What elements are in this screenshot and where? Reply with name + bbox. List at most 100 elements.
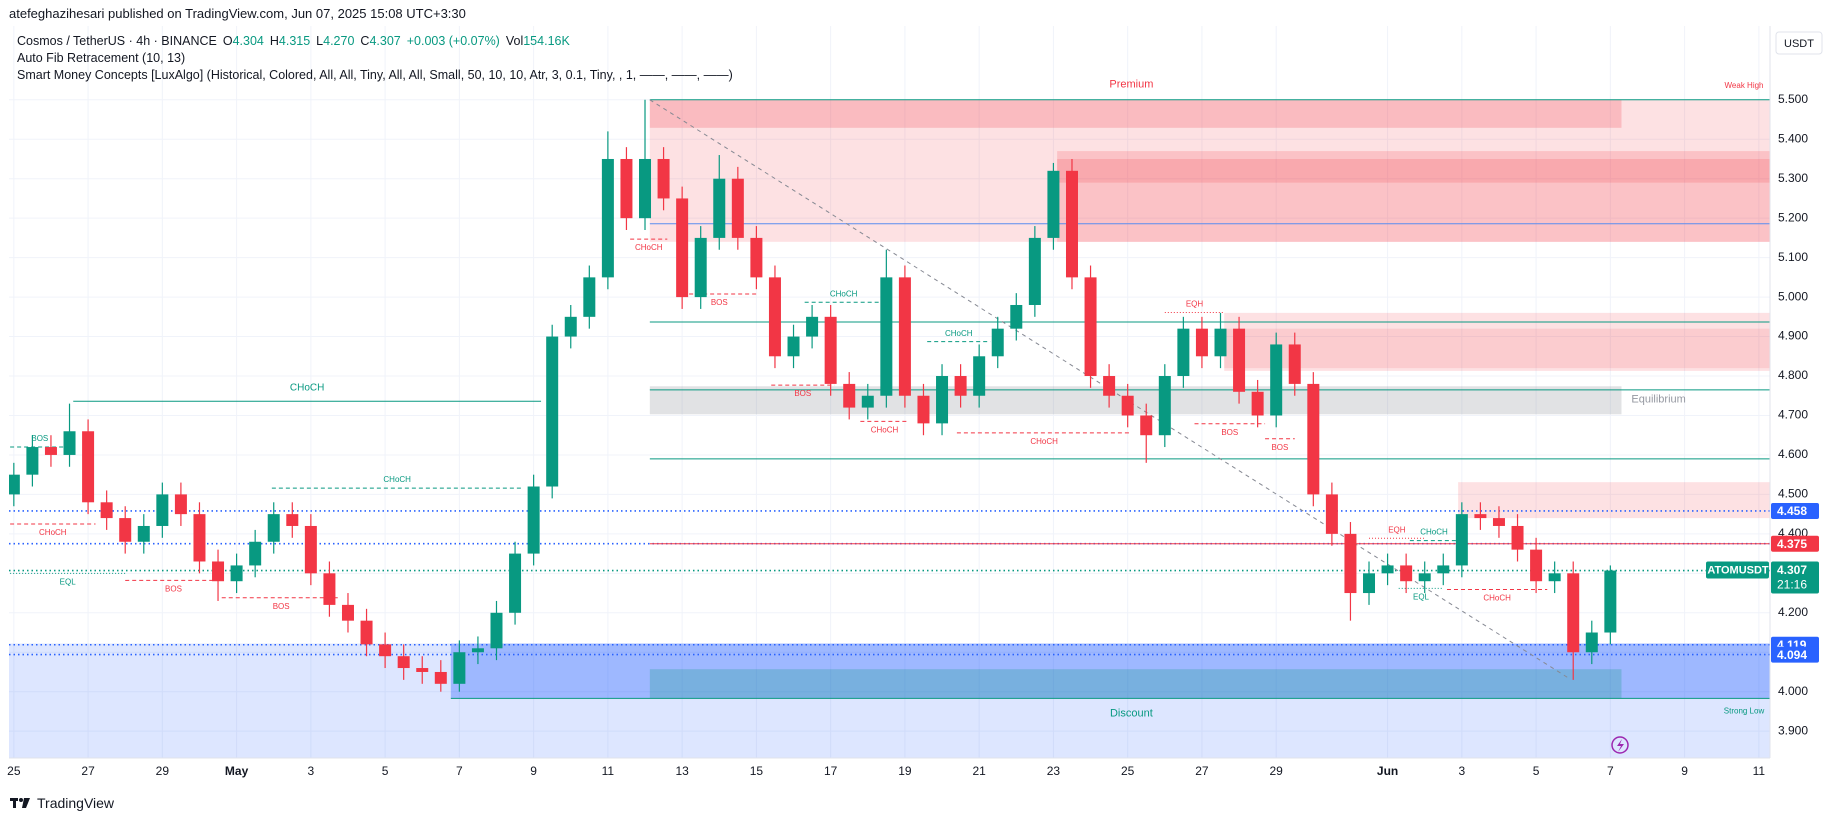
x-tick-label: 7 bbox=[1607, 764, 1614, 778]
candle-body bbox=[509, 553, 522, 613]
candle-body bbox=[1400, 565, 1413, 582]
structure-label: EQH bbox=[1388, 525, 1406, 534]
price-axis bbox=[1770, 0, 1835, 822]
structure-label: EQL bbox=[1413, 592, 1430, 601]
structure-label: CHoCH bbox=[1483, 594, 1511, 603]
candle-body bbox=[824, 316, 837, 384]
candle-body bbox=[1455, 514, 1468, 566]
price-tag-label: 4.375 bbox=[1777, 537, 1807, 551]
structure-label: CHoCH bbox=[871, 426, 899, 435]
x-tick-label: 27 bbox=[1195, 764, 1209, 778]
structure-label: BOS bbox=[31, 434, 48, 443]
candle-body bbox=[230, 565, 243, 582]
candle-body bbox=[174, 494, 187, 515]
zone-label: Discount bbox=[1110, 708, 1153, 720]
candle-body bbox=[917, 395, 930, 424]
icon bbox=[1617, 739, 1624, 752]
ohlc-item: L bbox=[316, 34, 324, 48]
candle-body bbox=[1195, 328, 1208, 357]
x-tick-label: 7 bbox=[456, 764, 463, 778]
y-tick-label: 4.900 bbox=[1778, 329, 1808, 343]
y-tick-label: 5.200 bbox=[1778, 210, 1808, 224]
x-tick-label: 27 bbox=[81, 764, 95, 778]
x-tick-label: 11 bbox=[1753, 764, 1766, 778]
candle-body bbox=[564, 316, 577, 337]
candle-body bbox=[713, 178, 726, 238]
zone-label: Premium bbox=[1109, 78, 1153, 90]
y-tick-label: 3.900 bbox=[1778, 723, 1808, 737]
y-tick-label: 5.400 bbox=[1778, 131, 1808, 145]
candle-body bbox=[1548, 573, 1561, 582]
x-tick-label: 25 bbox=[1121, 764, 1135, 778]
structure-label: BOS bbox=[1221, 428, 1238, 437]
symbol: Cosmos / TetherUS · 4h · BINANCE bbox=[17, 34, 217, 48]
footer: TradingView bbox=[10, 795, 114, 811]
candle-body bbox=[193, 514, 206, 562]
zone bbox=[1224, 328, 1770, 369]
candle-body bbox=[954, 376, 967, 396]
structure-label: CHoCH bbox=[1030, 437, 1058, 446]
candle-body bbox=[750, 237, 763, 278]
candle-body bbox=[471, 648, 484, 653]
candle-body bbox=[1381, 565, 1394, 574]
candle-body bbox=[676, 198, 689, 298]
candle-body bbox=[861, 395, 874, 408]
logo bbox=[10, 798, 30, 808]
candle-body bbox=[768, 277, 781, 357]
zone-label: Equilibrium bbox=[1631, 394, 1685, 406]
y-tick-label: 4.800 bbox=[1778, 368, 1808, 382]
ohlc-item: C bbox=[360, 34, 370, 48]
structure-label: CHoCH bbox=[290, 382, 324, 393]
zone bbox=[649, 669, 1622, 699]
publisher: atefeghazihesari published on TradingVie… bbox=[9, 6, 466, 21]
candle-body bbox=[880, 277, 893, 396]
candle-body bbox=[601, 158, 614, 278]
candle-body bbox=[731, 178, 744, 238]
candle-body bbox=[9, 474, 20, 495]
candle-body bbox=[397, 656, 410, 669]
candle-body bbox=[1530, 549, 1543, 582]
candle-body bbox=[898, 277, 911, 396]
zone bbox=[1458, 482, 1770, 519]
candle-body bbox=[1233, 328, 1246, 392]
candle-body bbox=[26, 447, 39, 475]
ohlc-item: Vol bbox=[505, 34, 524, 48]
candle-body bbox=[1344, 533, 1357, 594]
candle-body bbox=[1325, 494, 1338, 534]
structure-label: CHoCH bbox=[39, 528, 67, 537]
candle-body bbox=[973, 356, 986, 396]
zone-label: Weak High bbox=[1725, 81, 1764, 90]
candle-body bbox=[657, 158, 670, 199]
zone bbox=[1057, 158, 1770, 183]
x-tick-label: 19 bbox=[898, 764, 912, 778]
zone bbox=[9, 643, 1770, 758]
x-tick-label: 9 bbox=[530, 764, 537, 778]
candle-body bbox=[1251, 391, 1264, 416]
zone bbox=[450, 643, 1770, 699]
candle-body bbox=[1270, 344, 1283, 416]
candle-body bbox=[82, 431, 95, 503]
last-price-label: 4.307 bbox=[1777, 563, 1807, 577]
candle-body bbox=[1121, 395, 1134, 416]
structure-label: BOS bbox=[165, 585, 182, 594]
ohlc-item: H bbox=[269, 34, 279, 48]
candle-body bbox=[490, 612, 503, 649]
brand: TradingView bbox=[37, 795, 115, 811]
structure-label: EQH bbox=[1186, 300, 1204, 309]
candle-body bbox=[694, 237, 707, 298]
symbol-label: ATOMUSDT bbox=[1707, 564, 1769, 576]
structure-label: CHoCH bbox=[383, 475, 411, 484]
ohlc-item: 154.16K bbox=[523, 34, 570, 48]
candle-body bbox=[156, 494, 169, 526]
x-tick-label: 29 bbox=[156, 764, 170, 778]
structure-label: CHoCH bbox=[1420, 528, 1448, 537]
y-tick-label: 4.700 bbox=[1778, 408, 1808, 422]
candle-body bbox=[1474, 514, 1487, 519]
structure-label: CHoCH bbox=[945, 329, 973, 338]
x-tick-label: May bbox=[225, 764, 249, 778]
candle-body bbox=[137, 525, 150, 542]
ohlc-item: 4.270 bbox=[323, 34, 355, 48]
structure-label: CHoCH bbox=[830, 289, 858, 298]
candle-body bbox=[1214, 328, 1227, 357]
